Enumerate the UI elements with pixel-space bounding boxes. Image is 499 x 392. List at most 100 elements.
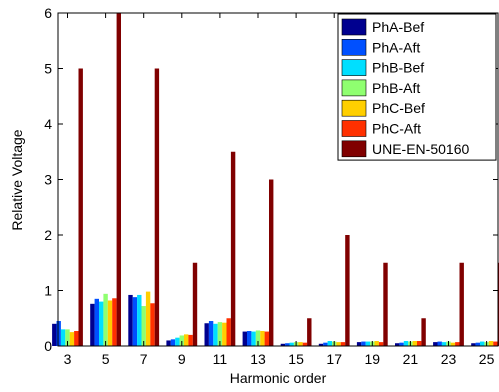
- bar-pha-aft-h5: [94, 298, 99, 346]
- bar-phc-aft-h19: [378, 342, 384, 346]
- bar-phb-bef-h7: [137, 294, 142, 346]
- bar-phb-bef-h25: [480, 341, 485, 346]
- x-tick-label: 5: [102, 351, 110, 367]
- legend-label: PhC-Aft: [372, 121, 421, 137]
- bar-phb-bef-h21: [403, 341, 409, 346]
- bar-pha-bef-h13: [242, 331, 247, 346]
- bar-une-en-50160-h13: [269, 179, 274, 346]
- bar-pha-bef-h19: [356, 342, 362, 346]
- y-tick-label: 5: [44, 61, 52, 77]
- legend-swatch: [341, 18, 367, 36]
- bar-phc-bef-h25: [488, 341, 494, 346]
- bar-phc-aft-h17: [340, 342, 346, 346]
- bar-phc-aft-h7: [150, 303, 155, 346]
- bar-pha-bef-h5: [90, 303, 95, 346]
- bar-phc-aft-h9: [188, 334, 193, 346]
- bar-pha-bef-h3: [52, 323, 57, 346]
- bar-phc-bef-h3: [69, 332, 75, 347]
- bar-pha-aft-h13: [247, 331, 252, 346]
- bar-une-en-50160-h15: [307, 318, 312, 346]
- legend-swatch: [341, 59, 367, 76]
- bar-phc-bef-h19: [374, 341, 379, 346]
- x-tick-label: 11: [213, 351, 228, 367]
- bars-layer: [52, 13, 499, 347]
- bar-phb-bef-h13: [251, 331, 256, 346]
- bar-phc-bef-h7: [145, 291, 151, 346]
- bar-phc-aft-h11: [226, 318, 231, 346]
- bar-pha-bef-h17: [318, 343, 324, 346]
- legend-label: PhC-Bef: [372, 100, 425, 116]
- bar-pha-bef-h23: [433, 342, 438, 346]
- bar-phb-aft-h9: [179, 335, 184, 346]
- bar-une-en-50160-h5: [116, 13, 121, 346]
- bar-une-en-50160-h11: [230, 151, 236, 346]
- legend-label: PhA-Aft: [372, 39, 420, 55]
- legend-swatch: [341, 38, 367, 56]
- bar-phc-bef-h5: [107, 300, 113, 346]
- x-tick-label: 23: [441, 351, 457, 367]
- bar-pha-aft-h7: [132, 297, 138, 346]
- bar-phb-bef-h15: [289, 342, 294, 346]
- x-tick-label: 17: [326, 351, 342, 367]
- legend-swatch: [341, 79, 367, 97]
- bar-phc-aft-h25: [493, 341, 498, 346]
- x-tick-label: 19: [365, 351, 381, 367]
- x-tick-label: 7: [140, 351, 148, 367]
- bar-phb-bef-h11: [213, 323, 218, 346]
- y-tick-label: 4: [44, 116, 52, 132]
- x-tick-label: 9: [178, 351, 186, 367]
- bar-phb-bef-h3: [60, 329, 66, 346]
- bar-phc-bef-h23: [450, 342, 456, 346]
- bar-phb-bef-h19: [365, 341, 371, 346]
- bar-phb-bef-h23: [441, 342, 447, 346]
- bar-une-en-50160-h21: [421, 318, 426, 346]
- bar-phc-aft-h21: [417, 341, 422, 346]
- bar-phc-bef-h11: [222, 322, 227, 346]
- bar-une-en-50160-h3: [78, 68, 83, 346]
- bar-pha-bef-h25: [471, 343, 476, 346]
- bar-phc-bef-h21: [412, 341, 417, 346]
- bar-pha-aft-h23: [437, 341, 442, 346]
- y-tick-label: 0: [44, 338, 52, 354]
- bar-pha-aft-h11: [208, 321, 214, 346]
- y-tick-label: 3: [44, 172, 52, 188]
- bar-pha-bef-h21: [395, 343, 400, 346]
- y-tick-label: 6: [44, 5, 52, 21]
- bar-phb-aft-h13: [255, 330, 261, 346]
- bar-phc-aft-h23: [455, 342, 460, 346]
- bar-une-en-50160-h19: [383, 262, 388, 346]
- bar-pha-aft-h3: [56, 321, 61, 346]
- bar-une-en-50160-h9: [192, 262, 198, 346]
- bar-phb-aft-h7: [141, 306, 146, 346]
- bar-phb-bef-h9: [175, 337, 180, 346]
- x-tick-label: 15: [288, 351, 304, 367]
- bar-phc-bef-h9: [184, 334, 189, 346]
- bar-pha-aft-h9: [170, 339, 176, 346]
- x-tick-label: 21: [403, 351, 419, 367]
- legend-label: PhB-Bef: [372, 60, 424, 76]
- legend-swatch: [341, 140, 367, 158]
- legend-label: PhA-Bef: [372, 19, 424, 35]
- bar-phc-bef-h15: [298, 342, 303, 346]
- bar-phc-aft-h13: [264, 331, 269, 346]
- bar-phb-aft-h11: [217, 322, 223, 346]
- bar-pha-bef-h11: [204, 323, 209, 346]
- bar-phb-aft-h5: [103, 293, 108, 346]
- bar-une-en-50160-h23: [459, 262, 464, 346]
- x-axis-label: Harmonic order: [230, 370, 327, 386]
- y-tick-label: 2: [44, 227, 52, 243]
- bar-pha-aft-h25: [475, 342, 480, 346]
- bar-phc-aft-h5: [112, 298, 117, 346]
- y-tick-label: 1: [44, 283, 52, 299]
- bar-une-en-50160-h7: [154, 68, 160, 346]
- bar-pha-aft-h19: [361, 341, 366, 346]
- y-axis-label: Relative Voltage: [9, 129, 25, 230]
- bar-phc-aft-h3: [74, 331, 79, 346]
- x-tick-label: 3: [64, 351, 72, 367]
- bar-pha-aft-h17: [323, 342, 328, 346]
- bar-phc-aft-h15: [302, 342, 308, 346]
- legend-label: PhB-Aft: [372, 80, 420, 96]
- legend: PhA-Bef PhA-Aft PhB-Bef PhB-Aft PhC-Bef PhC-A…: [337, 13, 497, 161]
- bar-pha-bef-h7: [128, 294, 133, 346]
